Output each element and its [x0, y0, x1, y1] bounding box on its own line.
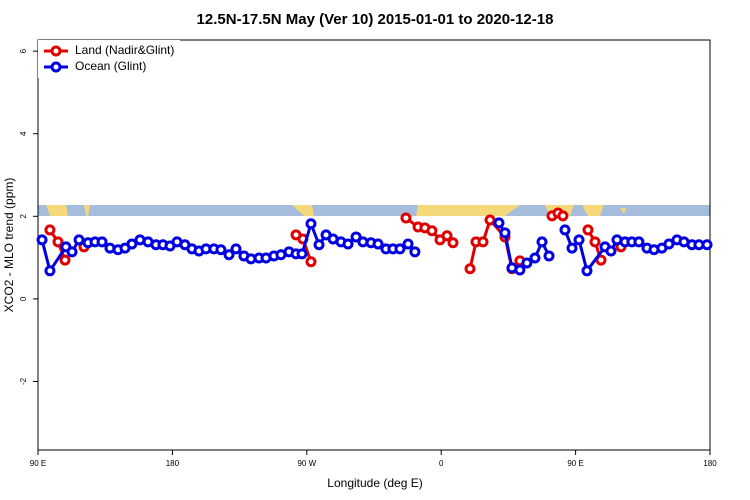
data-point — [595, 254, 607, 266]
map-strip — [38, 205, 710, 216]
x-tick-label: 180 — [166, 459, 180, 468]
y-tick-label: 2 — [19, 214, 28, 219]
series-line — [563, 229, 708, 275]
data-point — [350, 231, 362, 243]
data-point — [701, 239, 713, 251]
data-point — [663, 238, 675, 250]
data-point — [493, 217, 505, 229]
data-point — [581, 265, 593, 277]
data-point — [342, 238, 354, 250]
data-point — [441, 230, 453, 242]
chart-title: 12.5N-17.5N May (Ver 10) 2015-01-01 to 2… — [197, 11, 554, 28]
x-axis-label: Longitude (deg E) — [327, 476, 422, 490]
data-point — [126, 238, 138, 250]
data-point — [557, 210, 569, 222]
data-point — [426, 225, 438, 237]
data-point — [402, 238, 414, 250]
data-point — [409, 246, 421, 258]
data-point — [633, 236, 645, 248]
data-point — [566, 242, 578, 254]
y-tick-label: 4 — [19, 131, 28, 136]
data-point — [215, 244, 227, 256]
data-point — [296, 248, 308, 260]
data-point — [313, 239, 325, 251]
data-point — [59, 254, 71, 266]
data-point — [400, 212, 412, 224]
data-point — [372, 238, 384, 250]
x-tick-label: 90 W — [297, 459, 316, 468]
x-tick-label: 90 E — [30, 459, 46, 468]
y-axis-label: XCO2 - MLO trend (ppm) — [2, 178, 16, 313]
data-point — [514, 264, 526, 276]
data-point — [36, 234, 48, 246]
data-point — [447, 237, 459, 249]
data-point — [543, 250, 555, 262]
x-tick-label: 0 — [439, 459, 444, 468]
data-point — [464, 263, 476, 275]
data-point — [230, 243, 242, 255]
data-point — [96, 236, 108, 248]
data-point — [305, 218, 317, 230]
legend-label: Ocean (Glint) — [75, 59, 146, 73]
y-tick-label: 6 — [19, 48, 28, 53]
x-tick-label: 180 — [703, 459, 717, 468]
data-point — [536, 236, 548, 248]
data-point — [529, 252, 541, 264]
data-point — [559, 224, 571, 236]
data-point — [573, 234, 585, 246]
legend-marker — [50, 61, 62, 73]
data-point — [66, 246, 78, 258]
data-point — [223, 249, 235, 261]
data-point — [582, 224, 594, 236]
data-point — [477, 236, 489, 248]
data-point — [73, 234, 85, 246]
x-tick-label: 90 E — [567, 459, 583, 468]
data-point — [305, 256, 317, 268]
data-point — [605, 245, 617, 257]
legend-label: Land (Nadir&Glint) — [75, 43, 174, 57]
data-point — [44, 224, 56, 236]
y-tick-label: -2 — [19, 377, 28, 385]
legend-box — [38, 40, 180, 78]
data-point — [499, 227, 511, 239]
data-point — [52, 236, 64, 248]
data-point — [521, 257, 533, 269]
data-point — [394, 243, 406, 255]
y-tick-label: 0 — [19, 296, 28, 301]
series-line — [40, 219, 417, 275]
data-point — [589, 236, 601, 248]
data-point — [44, 265, 56, 277]
data-point — [484, 214, 496, 226]
legend-marker — [50, 45, 62, 57]
